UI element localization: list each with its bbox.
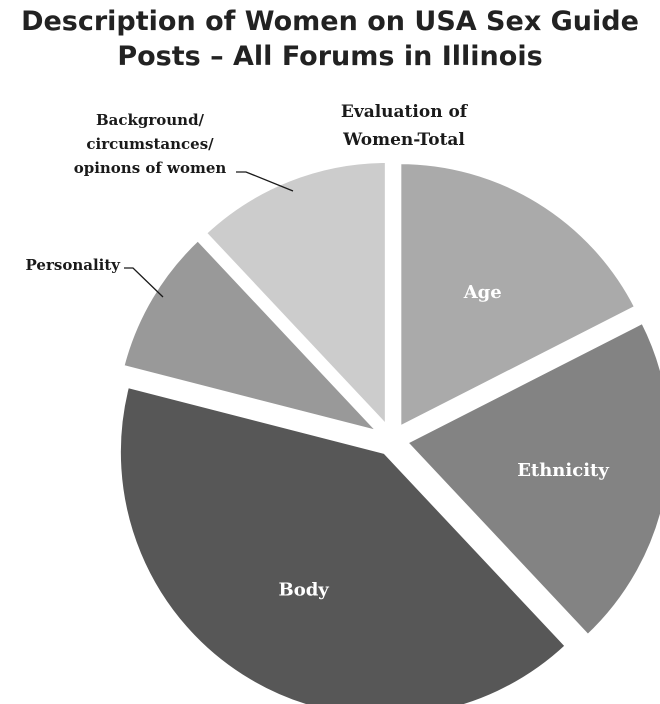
slice-label-personality-line-1: Personality — [26, 256, 122, 274]
slice-label-age: Age — [463, 282, 502, 303]
slice-label-body: Body — [278, 579, 329, 600]
leader-line-personality — [124, 267, 164, 298]
pie-slice-body — [116, 383, 570, 704]
slice-label-background-circumstances-opinons-of-women-line-1: Background/ — [96, 111, 205, 129]
chart-subtitle-line-1: Evaluation of — [341, 102, 469, 122]
pie-slices — [116, 158, 660, 704]
chart-title-line-1: Description of Women on USA Sex Guide — [21, 6, 639, 37]
chart-subtitle-line-2: Women-Total — [342, 130, 465, 150]
slice-label-ethnicity: Ethnicity — [517, 460, 609, 481]
slice-label-background-circumstances-opinons-of-women-line-3: opinons of women — [74, 159, 227, 177]
pie-slice-personality — [119, 236, 387, 437]
leader-line-background-circumstances-opinons-of-women — [236, 171, 294, 192]
slice-labels: Age Ethnicity Body Personality Background/ci… — [26, 111, 610, 600]
pie-slice-age — [397, 160, 640, 432]
leader-lines — [124, 171, 294, 298]
chart-title: Description of Women on USA Sex Guide Po… — [0, 4, 660, 74]
slice-label-background-circumstances-opinons-of-women-line-2: circumstances/ — [86, 135, 214, 153]
chart-title-line-2: Posts – All Forums in Illinois — [117, 41, 543, 72]
pie-slice-background-circumstances-opinons-of-women — [201, 158, 389, 433]
pie-slice-ethnicity — [402, 318, 660, 640]
